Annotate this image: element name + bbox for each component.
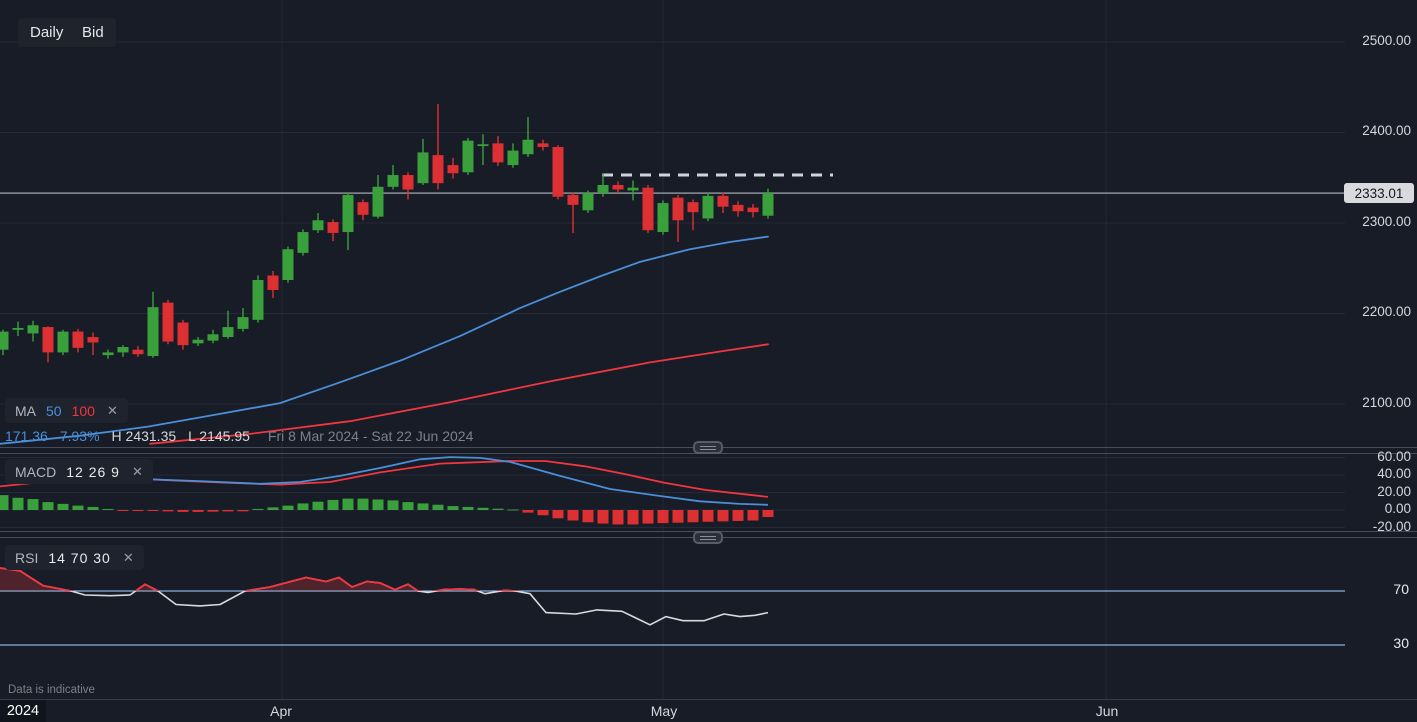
rsi-line-overbought: [0, 567, 521, 591]
ma-percent: 7.93%: [59, 428, 100, 444]
ma100-line: [149, 343, 769, 445]
year-label: 2024: [0, 700, 46, 722]
macd-legend-label: MACD: [15, 463, 57, 480]
macd-line: [149, 456, 769, 506]
month-label: May: [650, 703, 678, 719]
macd-axis-label: 20.00: [1377, 483, 1411, 499]
ma-legend[interactable]: MA 50 100 ✕: [5, 398, 128, 423]
timeframe-label: Daily: [30, 24, 64, 41]
macd-axis-label: 60.00: [1377, 448, 1411, 464]
range-high: H 2431.35: [111, 428, 177, 444]
data-indicative-note: Data is indicative: [8, 684, 95, 696]
price-type-button[interactable]: Bid: [70, 18, 116, 47]
ma-close-icon[interactable]: ✕: [106, 402, 118, 418]
price-axis-label: 2200.00: [1362, 304, 1411, 320]
rsi-pane-resize-handle[interactable]: [693, 531, 723, 544]
ma50-line: [0, 235, 769, 445]
ma-readout: 171.36 7.93% H 2431.35 L 2145.95 Fri 8 M…: [5, 428, 473, 444]
ma-legend-label: MA: [15, 402, 36, 419]
macd-axis-label: 40.00: [1377, 466, 1411, 481]
rsi-level-lines: [0, 590, 1345, 646]
price-axis-label: 2500.00: [1362, 32, 1411, 48]
macd-close-icon[interactable]: ✕: [131, 463, 143, 479]
ma-slow-period: 100: [71, 402, 95, 419]
rsi-axis-label: 30: [1393, 635, 1409, 651]
rsi-axis-label: 70: [1393, 581, 1409, 597]
gridlines-layer: [0, 0, 1345, 699]
time-axis[interactable]: 2024 Apr May Jun: [0, 699, 1417, 722]
rsi-legend-label: RSI: [15, 549, 39, 566]
price-axis-label: 2300.00: [1362, 213, 1411, 229]
rsi-params: 14 70 30: [48, 549, 111, 566]
macd-axis-label: -20.00: [1372, 518, 1411, 534]
ma-value: 171.36: [5, 428, 48, 444]
timeframe-button[interactable]: Daily: [18, 18, 76, 47]
month-label: Jun: [1095, 703, 1119, 719]
rsi-close-icon[interactable]: ✕: [122, 549, 134, 565]
price-type-label: Bid: [82, 24, 104, 41]
price-axis-label: 2400.00: [1362, 123, 1411, 139]
macd-legend[interactable]: MACD 12 26 9 ✕: [5, 459, 153, 484]
price-axis-label: 2100.00: [1362, 394, 1411, 410]
candles-layer: [0, 104, 774, 363]
last-price-value: 2333.01: [1354, 185, 1404, 201]
rsi-line: [0, 567, 769, 626]
macd-histogram: [0, 495, 774, 525]
macd-pane-resize-handle[interactable]: [693, 441, 723, 454]
month-label: Apr: [270, 703, 292, 719]
rsi-legend[interactable]: RSI 14 70 30 ✕: [5, 545, 144, 570]
macd-params: 12 26 9: [66, 463, 120, 480]
date-range: Fri 8 Mar 2024 - Sat 22 Jun 2024: [267, 428, 474, 444]
range-low: L 2145.95: [188, 428, 250, 444]
last-price-badge: 2333.01: [1344, 183, 1414, 204]
rsi-overbought-fill: [0, 568, 768, 591]
macd-axis-label: 0.00: [1384, 501, 1411, 516]
ma-fast-period: 50: [46, 402, 62, 419]
